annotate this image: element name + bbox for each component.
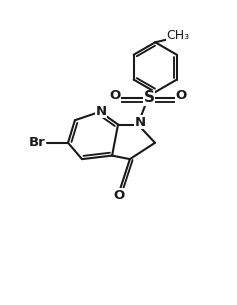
Text: Br: Br — [29, 136, 46, 149]
Text: O: O — [113, 189, 124, 202]
Text: N: N — [135, 116, 146, 129]
Text: O: O — [175, 89, 187, 102]
Text: N: N — [96, 105, 107, 118]
Text: CH₃: CH₃ — [166, 29, 189, 42]
Text: O: O — [109, 89, 121, 102]
Text: S: S — [144, 91, 155, 106]
